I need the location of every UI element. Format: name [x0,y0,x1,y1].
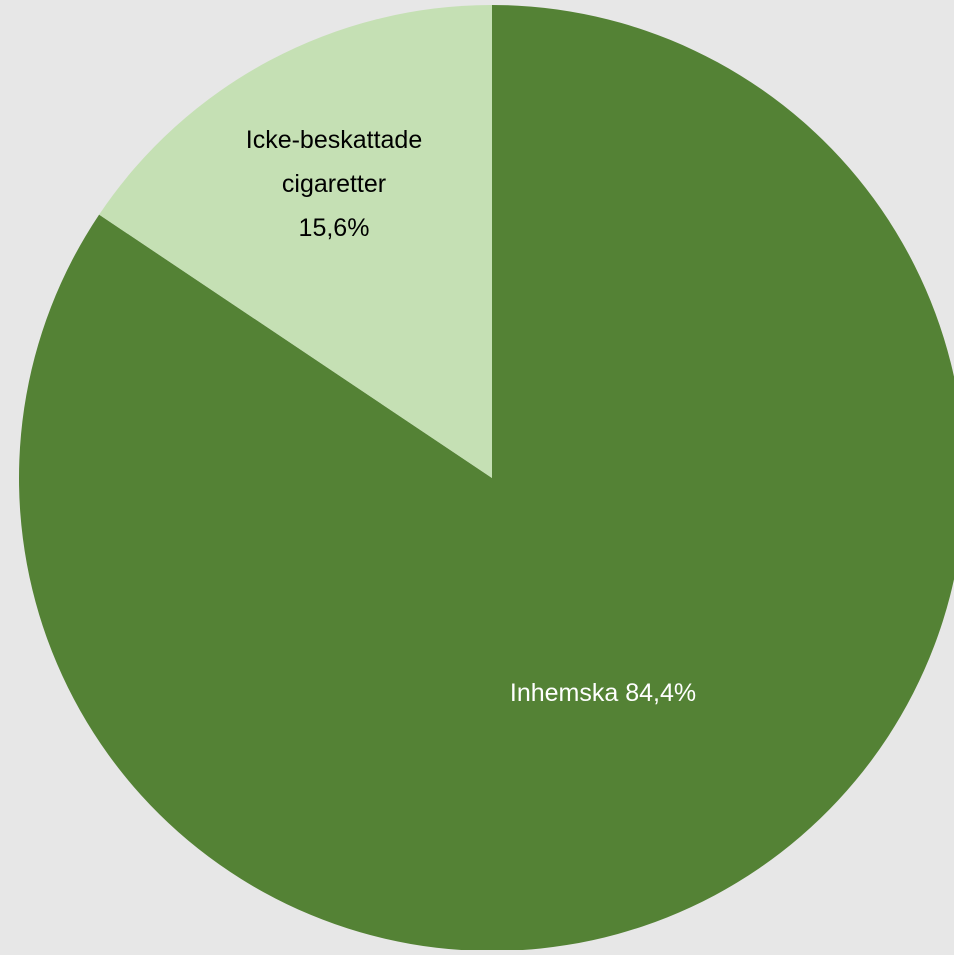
pie-category-label-line: cigaretter [282,170,386,198]
pie-slice-icke-beskattade [99,5,492,478]
pie-value-label: 15,6% [299,214,370,242]
pie-category-label-line: Icke-beskattade [246,126,423,154]
pie-slice-inhemska [19,5,954,951]
pie-slices [19,5,954,951]
pie-label-icke-beskattade: Icke-beskattade cigaretter 15,6% [246,126,423,242]
pie-label-inhemska: Inhemska 84,4% [510,679,696,707]
pie-labels: Inhemska 84,4% Icke-beskattade cigaretter 1… [246,126,696,707]
